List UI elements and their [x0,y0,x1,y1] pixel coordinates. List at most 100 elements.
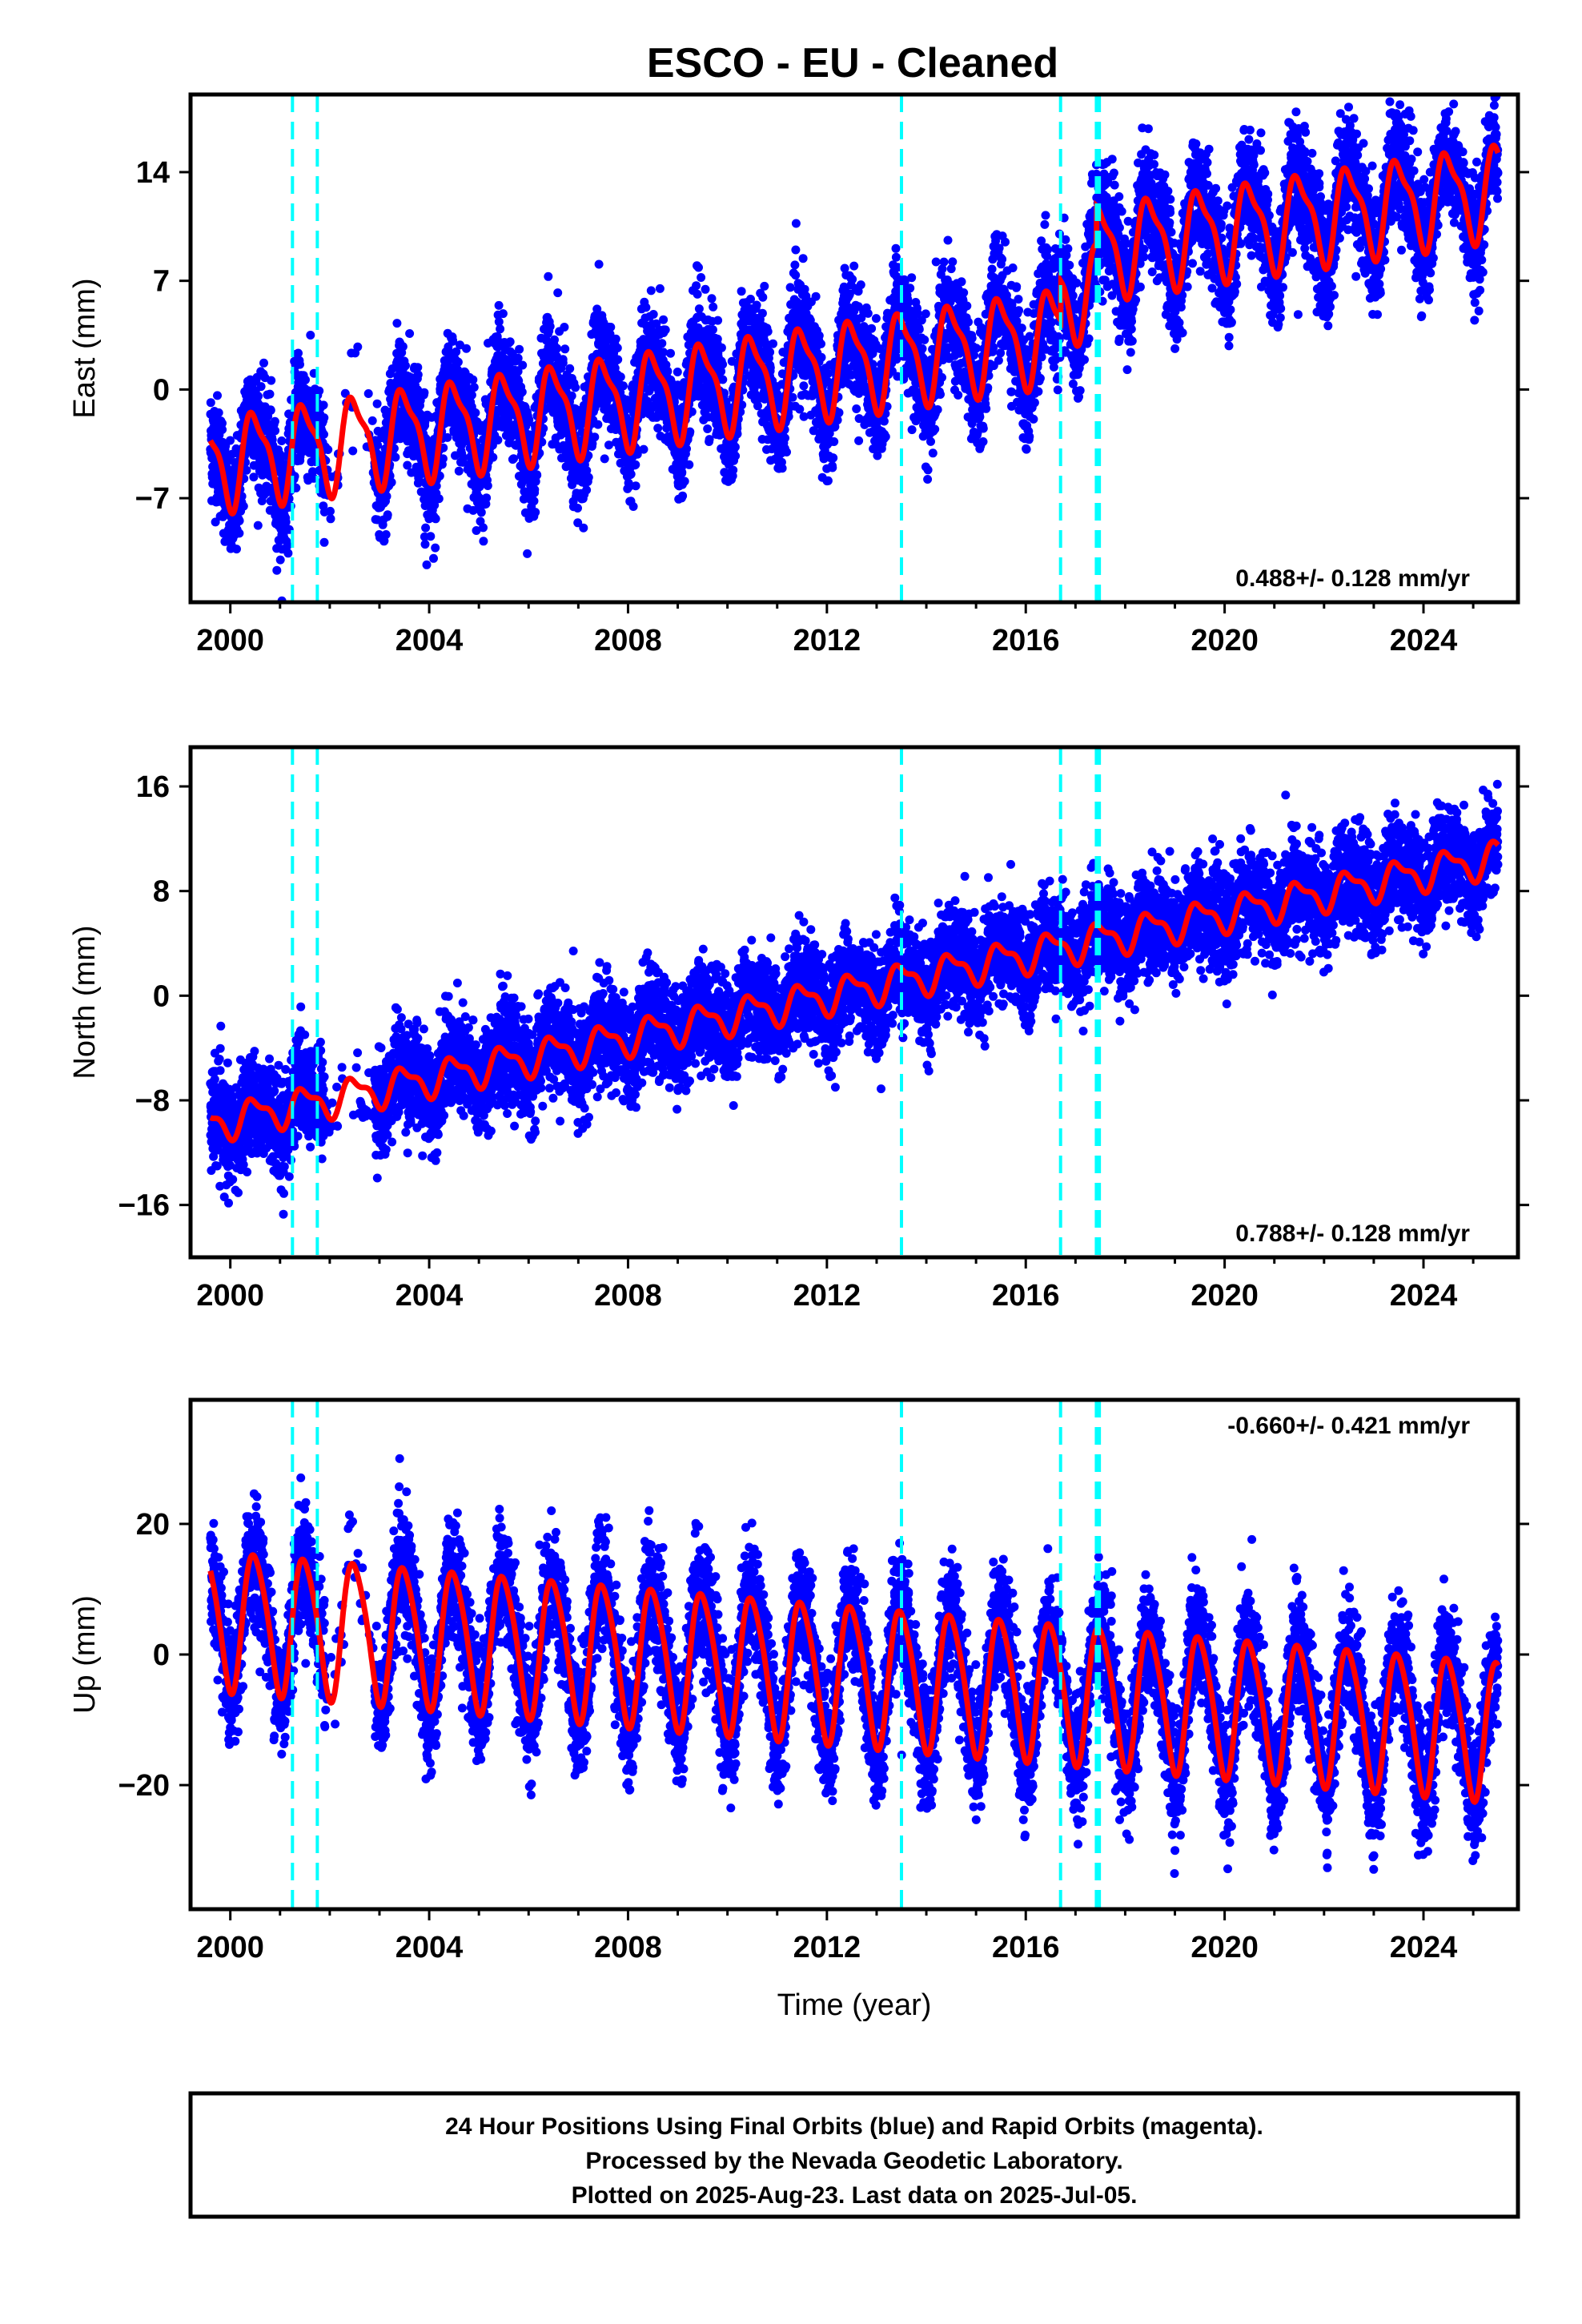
data-point [871,314,881,324]
data-point [319,429,328,439]
data-point [253,521,263,530]
data-point [254,392,263,401]
data-point [921,309,930,319]
data-point [626,469,636,479]
data-point [218,425,227,434]
data-point [791,245,801,255]
data-point [483,481,492,490]
data-point [482,493,492,503]
data-point [530,485,540,494]
data-point [232,545,241,554]
data-point [239,501,248,511]
data-point [659,315,669,324]
data-point [907,425,917,435]
data-point [429,553,438,563]
data-point [795,404,805,414]
data-point [401,361,410,371]
data-point [272,565,282,575]
data-point [619,381,628,391]
data-point [814,331,824,340]
data-point [295,360,304,369]
data-point [765,348,775,357]
data-point [567,391,576,400]
data-point [584,472,593,482]
data-point [881,432,890,441]
data-point [545,322,555,332]
data-point [315,386,324,396]
data-point [488,452,498,462]
data-point [653,424,663,433]
data-point [811,292,821,301]
data-point [914,324,924,334]
data-point [301,375,310,384]
data-point [709,302,718,312]
data-point [823,476,833,485]
data-point [558,358,568,368]
data-point [737,287,746,296]
data-point [469,383,479,392]
data-point [431,514,440,524]
data-point [363,389,373,398]
data-point [631,481,640,491]
data-point [372,399,382,408]
data-point [306,331,315,340]
data-point [600,454,609,464]
data-point [817,339,825,348]
data-point [387,477,396,487]
data-point [531,508,540,517]
data-point [256,382,266,392]
data-point [788,392,797,402]
data-point [590,432,600,442]
data-point [713,334,722,344]
data-point [505,337,515,347]
data-point [692,281,701,291]
data-point [867,324,877,333]
data-point [677,468,687,477]
data-point [891,243,901,253]
data-point [367,416,377,425]
data-point [752,300,761,310]
data-point [391,452,400,462]
data-point [235,529,244,538]
data-point [413,370,423,380]
data-point [655,283,665,293]
data-point [923,465,933,475]
data-point [326,514,335,524]
data-point [798,254,808,263]
data-point [515,344,524,354]
data-point [405,329,415,338]
data-point [863,308,873,318]
data-point [707,294,717,304]
data-point [769,339,777,348]
data-point [493,436,503,444]
data-point [319,413,329,423]
data-point [648,310,658,319]
data-point [791,271,801,280]
data-point [760,281,769,291]
data-point [565,364,575,373]
data-point [758,292,768,302]
data-point [392,319,402,328]
data-point [612,344,622,352]
data-point [453,357,463,367]
data-point [718,375,728,384]
data-point [763,327,773,336]
data-point [905,283,915,293]
data-point [468,375,478,384]
data-point [382,492,391,501]
data-point [277,436,287,445]
data-point [275,555,285,565]
data-point [265,389,275,399]
data-point [249,472,259,482]
data-point [593,420,603,429]
data-point [594,259,604,269]
data-point [573,504,582,513]
data-point [518,360,528,370]
data-point [249,460,259,470]
data-point [383,510,392,520]
data-point [611,334,620,344]
data-point [661,325,670,335]
data-point [923,475,933,484]
data-point [532,470,542,480]
